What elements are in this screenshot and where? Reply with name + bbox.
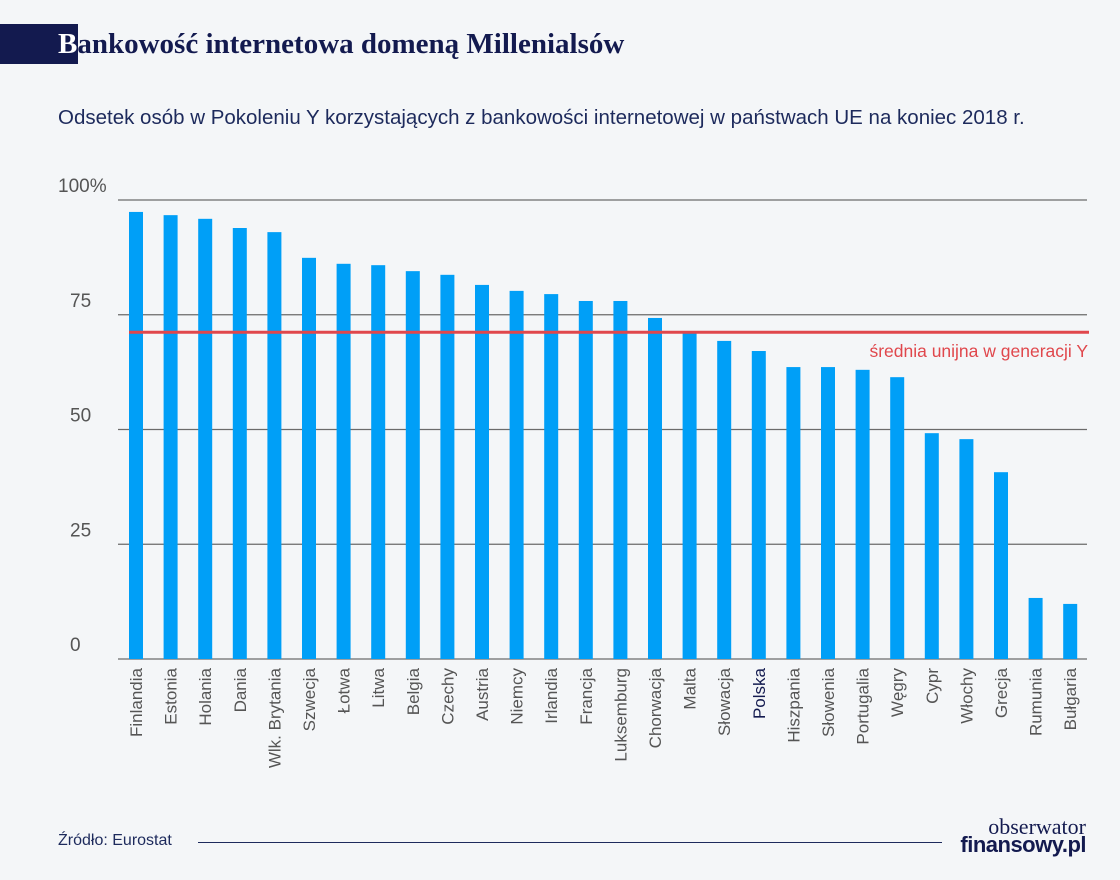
y-tick-label: 50 <box>70 406 91 427</box>
x-tick-label: Cypr <box>923 668 942 704</box>
bar-włochy <box>959 439 974 659</box>
x-tick-label: Luksemburg <box>611 668 630 762</box>
x-tick-label: Wlk. Brytania <box>265 667 284 768</box>
logo: obserwator finansowy.pl <box>952 814 1086 857</box>
x-tick-label: Malta <box>681 667 700 709</box>
bar-wlk-brytania <box>267 232 282 659</box>
bar-słowenia <box>821 367 835 659</box>
x-tick-label: Rumunia <box>1027 667 1046 736</box>
title-accent-block <box>0 24 78 64</box>
y-tick-label: 100% <box>58 176 107 197</box>
x-tick-label: Chorwacja <box>646 667 665 748</box>
bar-grecja <box>994 472 1008 659</box>
bar-francja <box>578 300 593 659</box>
bar-finlandia <box>129 211 143 659</box>
y-tick-label: 25 <box>70 520 91 541</box>
x-tick-label: Słowenia <box>819 667 838 737</box>
bar-malta <box>682 333 697 659</box>
bar-niemcy <box>509 290 524 659</box>
page-title: Bankowość internetowa domeną Millenialsó… <box>58 28 624 61</box>
y-tick-label: 75 <box>70 291 91 312</box>
x-tick-label: Austria <box>473 667 492 720</box>
x-tick-label: Irlandia <box>542 667 561 723</box>
bar-szwecja <box>302 257 316 659</box>
bar-hiszpania <box>786 367 801 659</box>
bar-holania <box>198 218 213 659</box>
bar-rumunia <box>1028 597 1043 659</box>
x-tick-label: Francja <box>577 667 596 724</box>
bar-belgia <box>405 271 420 659</box>
bar-czechy <box>440 274 455 659</box>
x-tick-label: Holania <box>196 667 215 725</box>
subtitle: Odsetek osób w Pokoleniu Y korzystającyc… <box>58 106 1025 129</box>
x-tick-label: Portugalia <box>854 667 873 744</box>
x-tick-label: Słowacja <box>715 667 734 736</box>
bar-chorwacja <box>648 317 662 659</box>
logo-line2: finansowy.pl <box>960 832 1086 857</box>
bar-estonia <box>163 215 178 659</box>
bar-słowacja <box>717 340 732 659</box>
x-tick-label: Belgia <box>404 667 423 715</box>
title-first-letter: B <box>58 28 78 60</box>
source-note: Źródło: Eurostat <box>58 832 172 849</box>
x-tick-label: Łotwa <box>335 667 354 713</box>
bar-polska <box>751 351 766 659</box>
y-tick-label: 0 <box>70 635 81 656</box>
bar-cypr <box>924 433 939 659</box>
bar-dania <box>232 227 247 659</box>
bar-węgry <box>890 377 905 659</box>
x-tick-label: Dania <box>231 667 250 712</box>
x-tick-label: Litwa <box>369 667 388 707</box>
x-tick-label: Finlandia <box>127 667 146 737</box>
bar-litwa <box>371 265 386 659</box>
x-tick-label: Bułgaria <box>1061 667 1080 730</box>
bar-austria <box>475 284 489 659</box>
x-tick-label: Polska <box>750 667 769 719</box>
x-tick-label: Grecja <box>992 667 1011 718</box>
logo-line1: obserwator <box>988 814 1086 839</box>
title-rest: ankowość internetowa domeną Millenialsów <box>77 28 625 60</box>
bar-łotwa <box>336 263 351 659</box>
x-tick-label: Czechy <box>438 668 457 725</box>
x-tick-label: Szwecja <box>300 667 319 731</box>
x-tick-label: Hiszpania <box>784 667 803 742</box>
x-tick-label: Niemcy <box>508 668 527 725</box>
bar-portugalia <box>855 369 870 659</box>
average-line-label: średnia unijna w generacji Y <box>869 341 1088 361</box>
bar-irlandia <box>544 294 559 659</box>
footer-divider <box>198 842 942 843</box>
x-tick-label: Węgry <box>888 668 907 718</box>
x-tick-label: Estonia <box>162 667 181 724</box>
x-tick-label: Włochy <box>957 668 976 724</box>
bar-luksemburg <box>613 300 628 659</box>
bar-bułgaria <box>1063 603 1078 659</box>
